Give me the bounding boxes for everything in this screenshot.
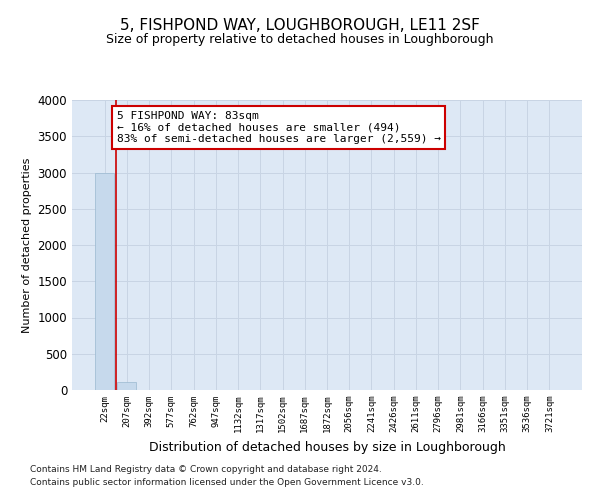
X-axis label: Distribution of detached houses by size in Loughborough: Distribution of detached houses by size … [149,441,505,454]
Text: Contains public sector information licensed under the Open Government Licence v3: Contains public sector information licen… [30,478,424,487]
Text: Size of property relative to detached houses in Loughborough: Size of property relative to detached ho… [106,32,494,46]
Text: 5 FISHPOND WAY: 83sqm
← 16% of detached houses are smaller (494)
83% of semi-det: 5 FISHPOND WAY: 83sqm ← 16% of detached … [117,111,441,144]
Bar [118,382,136,390]
Text: 5, FISHPOND WAY, LOUGHBOROUGH, LE11 2SF: 5, FISHPOND WAY, LOUGHBOROUGH, LE11 2SF [120,18,480,32]
Bar [95,172,114,390]
Y-axis label: Number of detached properties: Number of detached properties [22,158,32,332]
Text: Contains HM Land Registry data © Crown copyright and database right 2024.: Contains HM Land Registry data © Crown c… [30,466,382,474]
